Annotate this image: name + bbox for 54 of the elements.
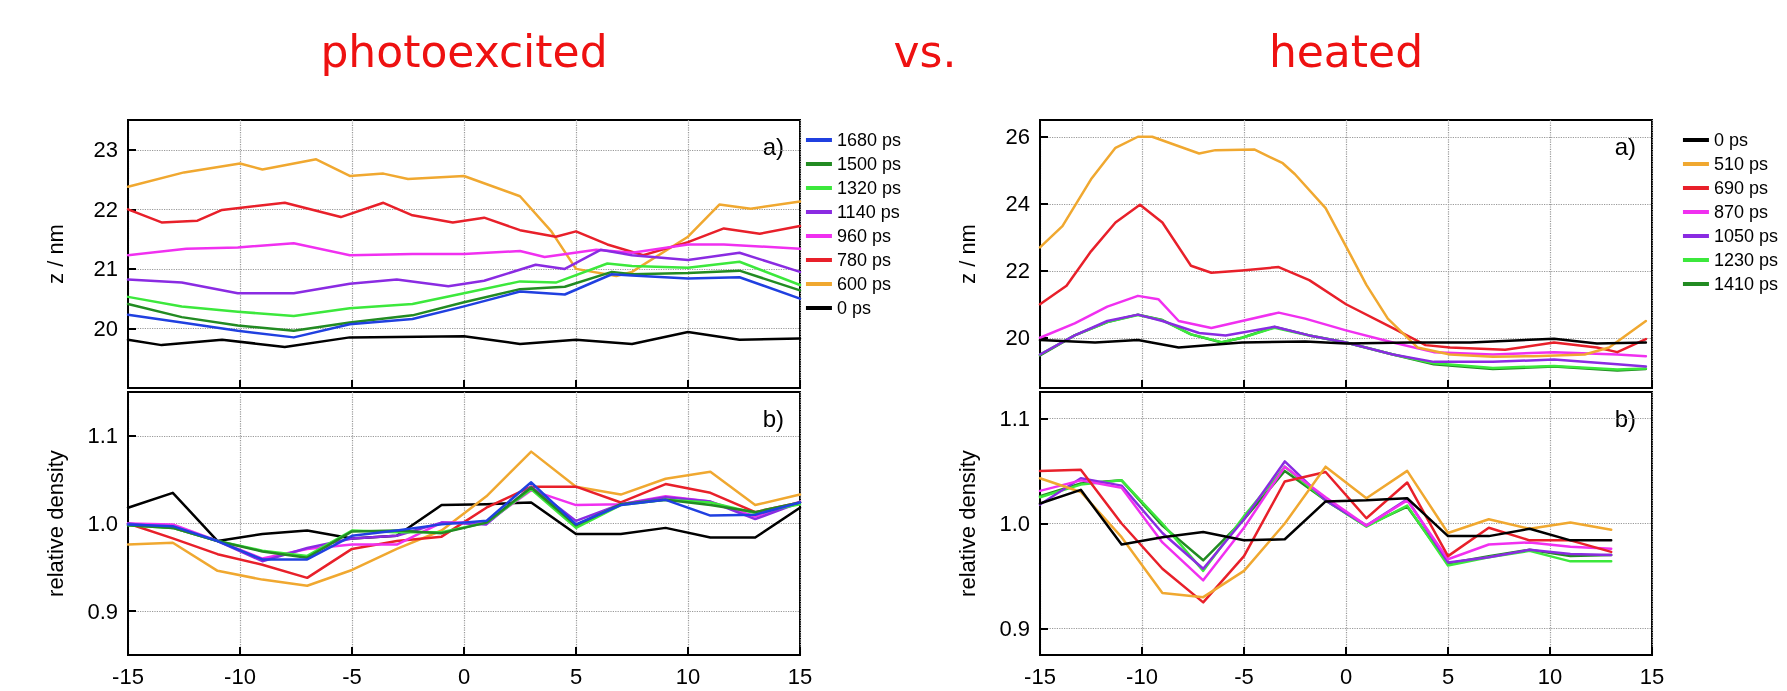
y-tick-label: 24 bbox=[1005, 191, 1030, 217]
x-tick-label: 10 bbox=[1537, 663, 1563, 689]
legend-label: 1680 ps bbox=[836, 130, 902, 150]
x-tick-label: 15 bbox=[787, 663, 813, 689]
y-tick-label: 22 bbox=[1005, 258, 1030, 284]
legend-label: 1320 ps bbox=[836, 178, 902, 198]
legend-label: 960 ps bbox=[836, 226, 891, 246]
legend-label: 1230 ps bbox=[1713, 250, 1779, 270]
y-tick-label: 20 bbox=[93, 315, 118, 341]
legend-label: 1410 ps bbox=[1713, 274, 1779, 294]
text: vs. bbox=[893, 26, 957, 77]
legend-label: 0 ps bbox=[836, 298, 871, 318]
y-tick-label: 1.0 bbox=[999, 511, 1030, 536]
x-tick-label: 0 bbox=[457, 663, 471, 689]
x-tick-label: 5 bbox=[1441, 663, 1455, 689]
y-axis-title: z / nm bbox=[42, 224, 68, 284]
y-tick-label: 22 bbox=[93, 196, 118, 222]
legend-label: 1500 ps bbox=[836, 154, 902, 174]
y-tick-label: 1.1 bbox=[87, 423, 118, 449]
x-tick-label: -15 bbox=[112, 663, 144, 689]
x-tick-label: -10 bbox=[1126, 663, 1158, 689]
x-tick-label: 10 bbox=[675, 663, 701, 689]
y-axis-title: relative density bbox=[954, 450, 980, 597]
legend-label: 690 ps bbox=[1713, 178, 1768, 198]
y-tick-label: 21 bbox=[93, 256, 118, 282]
chart-title: photoexcited bbox=[320, 26, 608, 77]
legend-label: 510 ps bbox=[1713, 154, 1768, 174]
y-tick-label: 1.0 bbox=[87, 511, 118, 536]
legend-label: 870 ps bbox=[1713, 202, 1768, 222]
x-tick-label: -10 bbox=[224, 663, 256, 689]
legend-label: 0 ps bbox=[1713, 130, 1748, 150]
y-tick-label: 23 bbox=[93, 137, 118, 163]
y-tick-label: 20 bbox=[1005, 325, 1030, 351]
annotation: a) bbox=[762, 132, 784, 160]
legend-label: 1050 ps bbox=[1713, 226, 1779, 246]
y-tick-label: 0.9 bbox=[999, 616, 1030, 642]
annotation: b) bbox=[1614, 404, 1636, 432]
x-tick-label: 5 bbox=[569, 663, 583, 689]
x-tick-label: -5 bbox=[1234, 663, 1254, 689]
annotation: a) bbox=[1614, 132, 1636, 160]
legend-label: 600 ps bbox=[836, 274, 891, 294]
x-tick-label: -5 bbox=[342, 663, 362, 689]
x-tick-label: -15 bbox=[1024, 663, 1056, 689]
legend-label: 1140 ps bbox=[836, 202, 900, 222]
annotation: b) bbox=[762, 404, 784, 432]
y-tick-label: 1.1 bbox=[999, 405, 1030, 431]
y-tick-label: 26 bbox=[1005, 124, 1030, 150]
legend-label: 780 ps bbox=[836, 250, 891, 270]
x-tick-label: 0 bbox=[1339, 663, 1353, 689]
chart-title: heated bbox=[1268, 26, 1424, 77]
y-axis-title: relative density bbox=[42, 450, 68, 597]
x-tick-label: 15 bbox=[1639, 663, 1665, 689]
y-axis-title: z / nm bbox=[954, 224, 980, 284]
y-tick-label: 0.9 bbox=[87, 598, 118, 624]
